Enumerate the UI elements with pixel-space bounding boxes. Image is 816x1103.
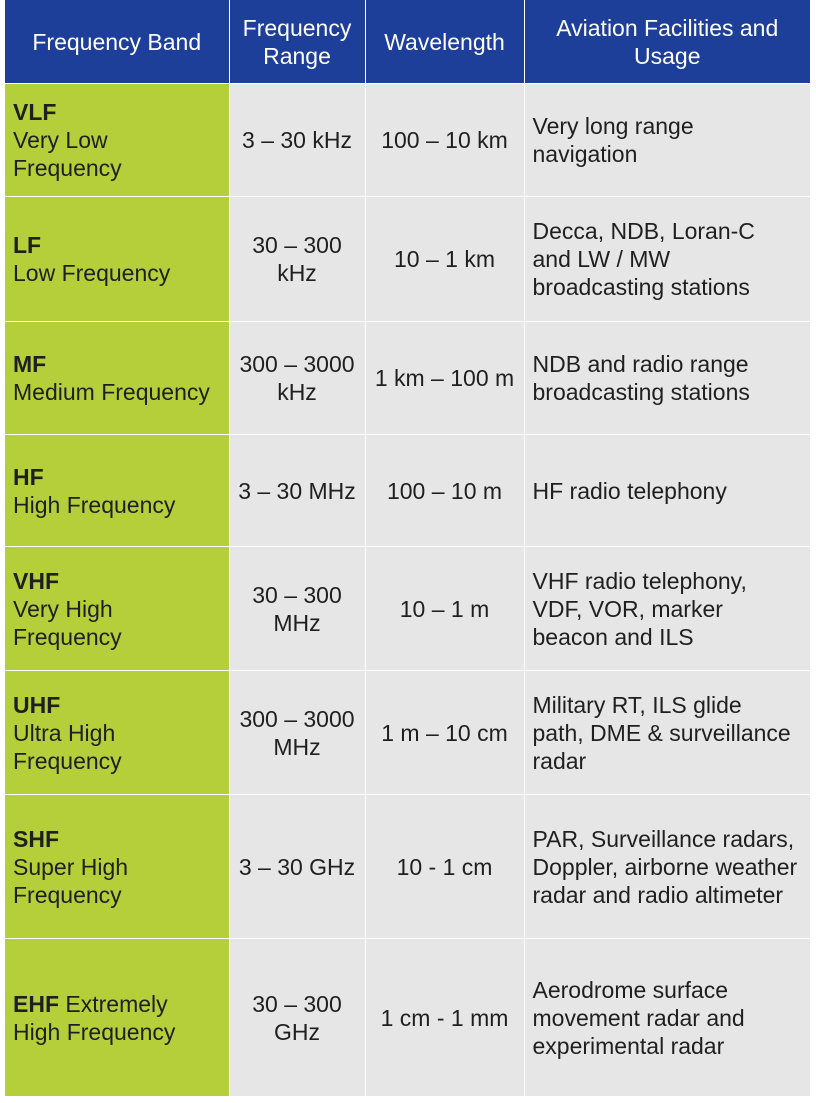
band-cell: SHF Super High Frequency	[5, 794, 230, 939]
band-abbr: EHF	[13, 990, 59, 1017]
frequency-range-cell: 300 – 3000 MHz	[229, 670, 366, 795]
band-abbr: VHF	[13, 567, 59, 594]
usage-cell: Aerodrome surface movement radar and exp…	[524, 938, 810, 1096]
band-abbr: UHF	[13, 691, 61, 718]
usage-cell: NDB and radio range broadcasting station…	[524, 321, 810, 435]
band-cell: LF Low Frequency	[5, 196, 230, 322]
frequency-range-cell: 300 – 3000 kHz	[229, 321, 366, 435]
usage-cell: PAR, Surveillance radars, Doppler, airbo…	[524, 794, 810, 939]
frequency-range-cell: 30 – 300 MHz	[229, 546, 366, 671]
wavelength-cell: 10 – 1 m	[365, 546, 525, 671]
band-name: Very Low Frequency	[13, 127, 122, 181]
table-row: UHF Ultra High Frequency 300 – 3000 MHz 1…	[5, 670, 810, 795]
header-frequency-range: Frequency Range	[229, 0, 366, 84]
wavelength-cell: 1 m – 10 cm	[365, 670, 525, 795]
usage-cell: Decca, NDB, Loran-C and LW / MW broadcas…	[524, 196, 810, 322]
usage-cell: HF radio telephony	[524, 434, 810, 547]
wavelength-cell: 10 – 1 km	[365, 196, 525, 322]
usage-cell: Very long range navigation	[524, 83, 810, 197]
band-name: Super High Frequency	[13, 853, 129, 908]
frequency-range-cell: 3 – 30 MHz	[229, 434, 366, 547]
wavelength-cell: 10 - 1 cm	[365, 794, 525, 939]
band-name: Very High Frequency	[13, 595, 122, 650]
wavelength-cell: 100 – 10 km	[365, 83, 525, 197]
table-row: VLF Very Low Frequency 3 – 30 kHz 100 – 1…	[5, 83, 810, 197]
table-header-row: Frequency Band Frequency Range Wavelengt…	[5, 0, 810, 84]
wavelength-cell: 1 cm - 1 mm	[365, 938, 525, 1096]
wavelength-cell: 100 – 10 m	[365, 434, 525, 547]
band-abbr: HF	[13, 463, 44, 490]
usage-cell: Military RT, ILS glide path, DME & surve…	[524, 670, 810, 795]
frequency-range-cell: 30 – 300 GHz	[229, 938, 366, 1096]
table-row: SHF Super High Frequency 3 – 30 GHz 10 - …	[5, 794, 810, 939]
band-abbr: VLF	[13, 99, 57, 125]
table-row: LF Low Frequency 30 – 300 kHz 10 – 1 km D…	[5, 196, 810, 322]
wavelength-cell: 1 km – 100 m	[365, 321, 525, 435]
frequency-range-cell: 30 – 300 kHz	[229, 196, 366, 322]
header-aviation-usage: Aviation Facilities and Usage	[524, 0, 810, 84]
band-cell: VLF Very Low Frequency	[5, 83, 230, 197]
usage-cell: VHF radio telephony, VDF, VOR, marker be…	[524, 546, 810, 671]
table-row: VHF Very High Frequency 30 – 300 MHz 10 –…	[5, 546, 810, 671]
band-name: Medium Frequency	[13, 379, 210, 405]
band-name: Extremely High Frequency	[13, 990, 176, 1045]
header-wavelength: Wavelength	[365, 0, 525, 84]
band-name: Low Frequency	[13, 260, 171, 286]
band-abbr: SHF	[13, 825, 59, 852]
band-abbr: LF	[13, 232, 42, 258]
frequency-band-table: Frequency Band Frequency Range Wavelengt…	[5, 0, 810, 1096]
table-row: MF Medium Frequency 300 – 3000 kHz 1 km –…	[5, 321, 810, 435]
band-cell: VHF Very High Frequency	[5, 546, 230, 671]
band-cell: EHF Extremely High Frequency	[5, 938, 230, 1096]
band-cell: HF High Frequency	[5, 434, 230, 547]
header-frequency-band: Frequency Band	[5, 0, 230, 84]
band-name: Ultra High Frequency	[13, 719, 122, 774]
frequency-range-cell: 3 – 30 GHz	[229, 794, 366, 939]
band-abbr: MF	[13, 351, 47, 377]
table-row: HF High Frequency 3 – 30 MHz 100 – 10 m H…	[5, 434, 810, 547]
band-cell: MF Medium Frequency	[5, 321, 230, 435]
table-row: EHF Extremely High Frequency 30 – 300 GH…	[5, 938, 810, 1096]
band-cell: UHF Ultra High Frequency	[5, 670, 230, 795]
frequency-range-cell: 3 – 30 kHz	[229, 83, 366, 197]
band-name: High Frequency	[13, 491, 176, 518]
